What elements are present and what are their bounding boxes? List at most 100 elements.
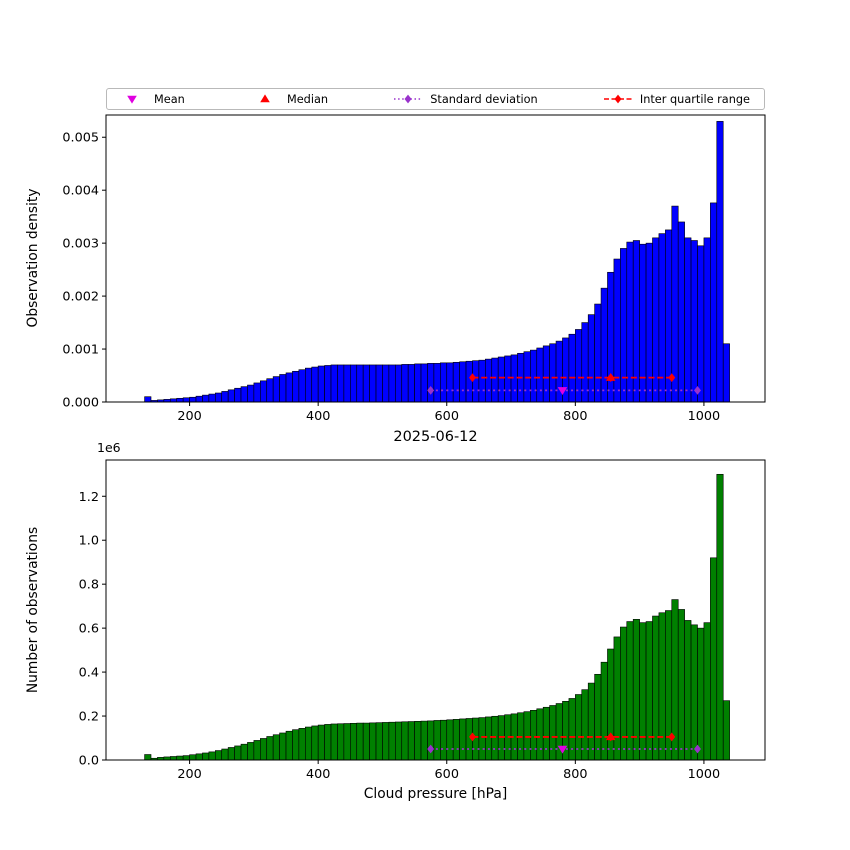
axes-frame: [105, 459, 766, 761]
histogram-bar: [208, 751, 216, 761]
mean-marker-icon-glyph: [127, 95, 137, 104]
histogram-bar: [407, 721, 415, 761]
histogram-bar: [626, 621, 634, 761]
histogram-bar: [279, 732, 287, 761]
histogram-bar: [677, 221, 685, 403]
x-axis-label: Cloud pressure [hPa]: [363, 786, 508, 802]
histogram-bar: [716, 473, 724, 761]
inter-quartile-range-icon: [603, 94, 632, 104]
histogram-bar: [221, 391, 229, 403]
y-tick-label: 0.002: [62, 290, 99, 305]
histogram-bar: [208, 393, 216, 403]
legend-label: Mean: [154, 92, 185, 106]
mean-marker-icon: [127, 95, 137, 104]
histogram-bar: [684, 237, 692, 403]
histogram-bar: [182, 755, 190, 761]
histogram-bar: [330, 364, 338, 403]
chart-title: 2025-06-12: [393, 429, 478, 445]
y-tick-label: 0.004: [62, 184, 99, 199]
y-tick-label: 1.2: [79, 490, 99, 505]
histogram-bar: [369, 722, 377, 761]
std-deviation-marker: [693, 744, 701, 754]
inter-quartile-range-icon-glyph: [614, 94, 622, 104]
histogram-bar: [697, 245, 705, 403]
std-deviation-marker: [693, 385, 701, 395]
histogram-bar: [343, 723, 351, 761]
histogram-bar: [530, 349, 538, 403]
histogram-bar: [427, 720, 435, 761]
histogram-bar: [427, 363, 435, 403]
histogram-bar: [395, 721, 403, 761]
histogram-bar: [658, 233, 666, 403]
histogram-bar: [305, 367, 313, 403]
histogram-bar: [620, 248, 628, 403]
histogram-bar: [504, 355, 512, 403]
histogram-bar: [652, 615, 660, 761]
histogram-bar: [587, 314, 595, 403]
histogram-bar: [594, 303, 602, 403]
histogram-bar: [253, 740, 261, 761]
histogram-bar: [710, 557, 718, 761]
histogram-bar: [485, 358, 493, 403]
histogram-bar: [176, 755, 184, 761]
histogram-bar: [272, 734, 280, 761]
histogram-bar: [240, 386, 248, 403]
histogram-bar: [530, 710, 538, 761]
x-tick-label: 1000: [688, 409, 721, 424]
histogram-bar: [575, 694, 583, 761]
histogram-bar: [247, 742, 255, 761]
histogram-bar: [658, 612, 666, 761]
histogram-bar: [298, 728, 306, 761]
x-tick-label: 600: [435, 767, 459, 782]
y-tick-label: 0.2: [79, 710, 99, 725]
histogram-bar: [542, 706, 550, 761]
histogram-bar: [536, 347, 544, 403]
histogram-bar: [330, 723, 338, 761]
histogram-bar: [620, 626, 628, 761]
histogram-bar: [215, 750, 223, 761]
x-tick-label: 800: [563, 409, 587, 424]
iqr-marker: [668, 732, 676, 742]
histogram-bar: [189, 396, 197, 403]
axes-frame: [105, 114, 766, 403]
standard-deviation-icon: [394, 94, 423, 104]
x-tick-label: 400: [306, 767, 330, 782]
iqr-marker: [468, 732, 476, 742]
histogram-bar: [684, 620, 692, 761]
histogram-bar: [227, 389, 235, 403]
histogram-bar: [433, 720, 441, 761]
histogram-bar: [317, 365, 325, 403]
median-marker-icon: [260, 94, 270, 103]
histogram-bar: [350, 364, 358, 403]
histogram-bar: [343, 364, 351, 403]
mean-marker: [557, 387, 568, 395]
histogram-bar: [266, 736, 274, 761]
histogram-bar: [272, 376, 280, 403]
histogram-bar: [710, 202, 718, 403]
histogram-bar: [465, 360, 473, 403]
histogram-bar: [452, 361, 460, 403]
histogram-bar: [202, 394, 210, 403]
histogram-bar: [144, 396, 152, 403]
histogram-bar: [311, 366, 319, 403]
histogram-bar: [440, 362, 448, 403]
histogram-bar: [388, 721, 396, 761]
histogram-bar: [337, 364, 345, 403]
histogram-bar: [414, 721, 422, 761]
histogram-bar: [420, 720, 428, 761]
histogram-bar: [388, 364, 396, 403]
x-tick-label: 800: [563, 767, 587, 782]
histogram-bar: [722, 343, 730, 403]
histogram-bar: [292, 729, 300, 761]
histogram-bar: [645, 621, 653, 761]
histogram-bar: [568, 698, 576, 761]
histogram-bar: [215, 392, 223, 403]
histogram-bar: [549, 705, 557, 761]
x-tick-label: 200: [177, 767, 201, 782]
histogram-bar: [356, 364, 364, 403]
histogram-bar: [607, 271, 615, 403]
legend-entry: Standard deviation: [393, 92, 538, 106]
histogram-bar: [491, 357, 499, 403]
density-histogram-panel: 200 400 600 800 1000 0.000 0.001 0.002 0.003 0.00…: [62, 114, 766, 424]
